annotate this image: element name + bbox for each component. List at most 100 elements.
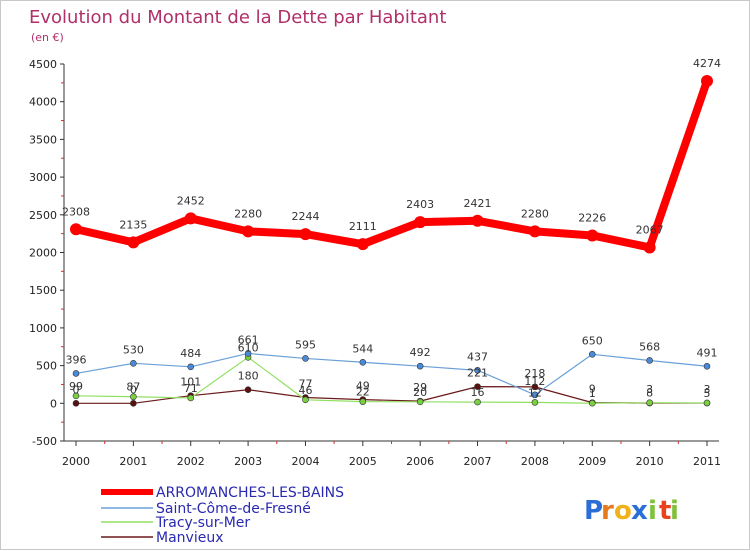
- data-point: [130, 399, 137, 407]
- data-label: 218: [524, 367, 545, 380]
- data-label: 5: [704, 387, 711, 400]
- data-label: 0: [130, 383, 137, 396]
- data-label: 2452: [177, 194, 205, 207]
- data-label: 9: [589, 383, 596, 396]
- data-label: 2244: [291, 210, 319, 223]
- data-point: [244, 386, 252, 394]
- x-tick-label: 2004: [291, 455, 319, 468]
- data-label: 2135: [119, 218, 147, 231]
- data-label: 180: [238, 370, 259, 383]
- data-point: [416, 362, 424, 370]
- x-tick-label: 2006: [406, 455, 434, 468]
- data-point: [471, 214, 484, 227]
- data-label: 2403: [406, 198, 434, 211]
- y-tick-label: 4500: [29, 58, 57, 71]
- data-label: 3: [704, 383, 711, 396]
- data-label: 29: [413, 381, 427, 394]
- data-label: 3: [646, 383, 653, 396]
- series-line: [75, 356, 708, 404]
- x-tick-label: 2002: [177, 455, 205, 468]
- data-point: [242, 225, 255, 238]
- data-point: [474, 383, 481, 390]
- data-point: [359, 398, 367, 405]
- chart-series: [70, 75, 713, 407]
- data-point: [359, 358, 367, 366]
- series-line: [75, 79, 711, 252]
- data-point: [302, 355, 309, 362]
- x-tick-label: 2003: [234, 455, 262, 468]
- data-point: [701, 75, 713, 88]
- data-label: 568: [639, 340, 660, 353]
- y-tick-label: 500: [36, 360, 57, 373]
- data-label: 20: [413, 386, 427, 399]
- legend-label: Tracy-sur-Mer: [155, 515, 250, 531]
- data-point: [130, 393, 137, 401]
- chart-subtitle: (en €): [31, 31, 64, 44]
- data-label: 650: [582, 334, 603, 347]
- data-point: [72, 392, 80, 400]
- logo-letter: P: [584, 496, 603, 526]
- data-label: 610: [238, 341, 259, 354]
- logo-letter: t: [659, 496, 671, 526]
- data-point: [130, 360, 137, 367]
- logo-letter: i: [670, 496, 679, 526]
- logo-letter: o: [614, 496, 632, 526]
- data-point: [244, 350, 252, 357]
- data-point: [588, 350, 596, 358]
- series-line: [75, 352, 708, 396]
- data-point: [184, 212, 197, 225]
- data-label: 484: [180, 347, 201, 360]
- data-label: 661: [238, 333, 259, 346]
- data-label: 396: [66, 353, 87, 366]
- y-tick-label: 0: [50, 397, 57, 410]
- data-label: 112: [524, 375, 545, 388]
- legend-label: ARROMANCHES-LES-BAINS: [156, 485, 344, 501]
- data-label: 221: [467, 367, 488, 380]
- data-label: 2280: [521, 207, 549, 220]
- data-label: 16: [471, 386, 485, 399]
- data-point: [416, 398, 424, 406]
- data-label: 49: [356, 380, 370, 393]
- data-label: 99: [69, 380, 83, 393]
- data-point: [72, 399, 80, 407]
- legend-label: Saint-Côme-de-Fresné: [156, 501, 311, 517]
- data-point: [414, 216, 427, 229]
- data-point: [588, 399, 596, 407]
- data-point: [127, 236, 140, 249]
- x-tick-label: 2007: [464, 455, 492, 468]
- data-label: 77: [298, 377, 312, 390]
- data-label: 4274: [693, 57, 721, 70]
- data-label: 491: [697, 346, 718, 359]
- y-tick-label: 3500: [29, 133, 57, 146]
- y-tick-label: 2500: [29, 209, 57, 222]
- data-point: [70, 223, 82, 236]
- logo-letter: x: [631, 496, 648, 526]
- data-point: [646, 399, 653, 406]
- data-label: 22: [356, 386, 370, 399]
- data-point: [302, 396, 309, 404]
- data-label: 2308: [62, 205, 90, 218]
- data-label: 2280: [234, 207, 262, 220]
- data-label: 2421: [464, 197, 492, 210]
- data-label: 530: [123, 343, 144, 356]
- series-line: [76, 386, 707, 404]
- data-label: 12: [528, 386, 542, 399]
- data-label: 87: [126, 381, 140, 394]
- data-label: 2067: [636, 223, 664, 236]
- y-tick-label: -500: [32, 435, 57, 448]
- logo-letter: r: [601, 496, 614, 526]
- x-tick-label: 2000: [62, 455, 90, 468]
- y-tick-label: 2000: [29, 247, 57, 260]
- data-label: 492: [410, 346, 431, 359]
- data-point: [703, 399, 711, 407]
- chart-title: Evolution du Montant de la Dette par Hab…: [29, 7, 446, 28]
- x-tick-label: 2010: [636, 455, 664, 468]
- data-point: [531, 383, 539, 391]
- y-tick-label: 1000: [29, 322, 57, 335]
- data-label: 437: [467, 350, 488, 363]
- data-label: 0: [73, 383, 80, 396]
- data-label: 2226: [578, 211, 606, 224]
- data-point: [531, 399, 539, 406]
